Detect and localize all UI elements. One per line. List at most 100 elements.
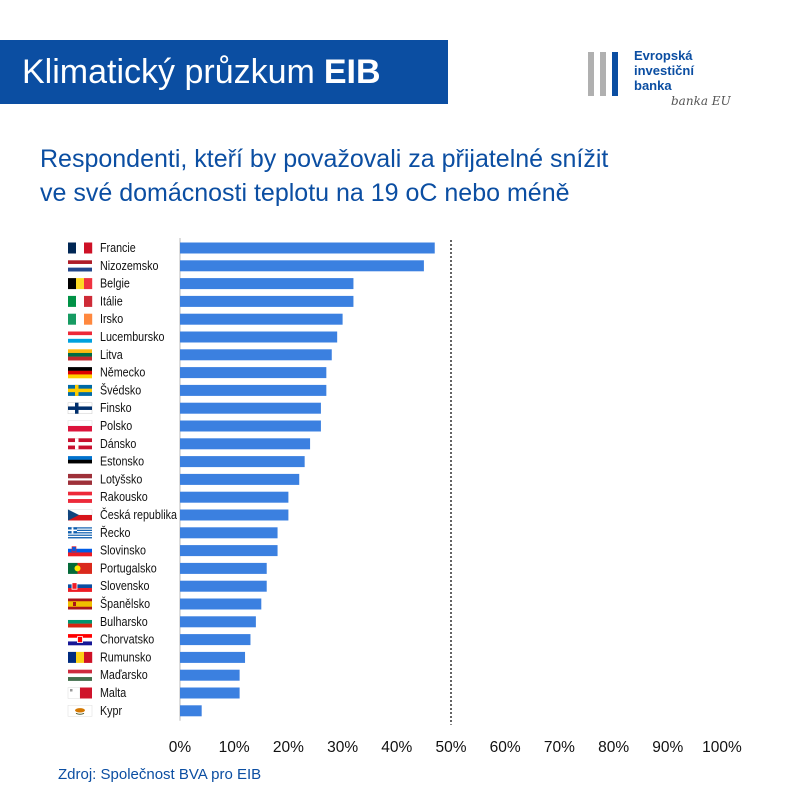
category-label-finsko: Finsko: [100, 401, 132, 415]
category-label-nizozemsko: Nizozemsko: [100, 259, 158, 273]
bar-litva: [180, 349, 332, 361]
bar-italie: [180, 295, 354, 307]
category-label-chorvatsko: Chorvatsko: [100, 633, 154, 647]
flag-ee-icon: [68, 456, 92, 468]
logo-line-3: banka: [634, 78, 672, 93]
flag-at-icon: [68, 491, 92, 503]
bar-rakousko: [180, 491, 289, 503]
logo-signature: banka EU: [671, 94, 731, 108]
category-label-estonsko: Estonsko: [100, 455, 144, 469]
category-label-polsko: Polsko: [100, 419, 132, 433]
source-note: Zdroj: Společnost BVA pro EIB: [58, 766, 262, 783]
flag-pl-icon: [67, 420, 93, 432]
category-label-lucembursko: Lucembursko: [100, 330, 164, 344]
flag-si-icon: [68, 545, 92, 557]
flag-it-icon: [68, 295, 93, 307]
title-banner: Klimatický průzkum EIB: [0, 40, 448, 104]
category-label-italie: Itálie: [100, 295, 123, 309]
category-label-lotyssko: Lotyšsko: [100, 473, 142, 487]
category-label-bulharsko: Bulharsko: [100, 615, 148, 629]
bar-chart: Francie Nizozemsko Belgie Itálie Irsko Lucemb…: [67, 238, 742, 756]
flag-ie-icon: [68, 313, 93, 325]
eib-logo-name: Evropská investiční banka: [634, 48, 694, 93]
category-label-kypr: Kypr: [100, 704, 122, 718]
bar-bulharsko: [180, 616, 256, 628]
bar-francie: [180, 242, 435, 254]
category-label-litva: Litva: [100, 348, 123, 362]
title-bold-text: EIB: [323, 52, 381, 91]
category-label-slovensko: Slovensko: [100, 579, 150, 593]
bar-svedsko: [180, 384, 327, 396]
x-tick-label: 10%: [219, 739, 250, 756]
category-label-francie: Francie: [100, 241, 136, 255]
bar-rumunsko: [180, 651, 246, 663]
flag-cz-icon: [67, 509, 93, 521]
x-tick-label: 60%: [490, 739, 521, 756]
category-label-rakousko: Rakousko: [100, 490, 148, 504]
x-tick-label: 50%: [435, 739, 466, 756]
chart-subtitle: Respondenti, kteří by považovali za přij…: [40, 142, 780, 210]
bar-dansko: [180, 438, 311, 450]
category-label-malta: Malta: [100, 686, 127, 700]
x-tick-label: 30%: [327, 739, 358, 756]
x-tick-label: 80%: [598, 739, 629, 756]
flag-de-icon: [68, 367, 92, 379]
bar-portugalsko: [180, 562, 267, 574]
bar-estonsko: [180, 456, 305, 468]
logo-line-2: investiční: [634, 63, 694, 78]
flag-be-icon: [68, 278, 93, 290]
x-tick-label: 70%: [544, 739, 575, 756]
x-tick-label: 40%: [381, 739, 412, 756]
flag-dk-icon: [68, 438, 92, 450]
category-label-belgie: Belgie: [100, 277, 130, 291]
bar-nemecko: [180, 367, 327, 379]
bar-malta: [180, 687, 240, 699]
x-tick-label: 100%: [702, 739, 742, 756]
title-text: Klimatický průzkum: [22, 52, 315, 91]
category-label-portugalsko: Portugalsko: [100, 562, 157, 576]
subtitle-line-2: ve své domácnosti teplotu na 19 oC nebo …: [40, 179, 570, 207]
flag-fi-icon: [67, 402, 93, 414]
bar-belgie: [180, 278, 354, 290]
category-label-slovinsko: Slovinsko: [100, 544, 146, 558]
bar-finsko: [180, 402, 321, 414]
x-tick-label: 90%: [652, 739, 683, 756]
category-label-rumunsko: Rumunsko: [100, 651, 151, 665]
category-label-dansko: Dánsko: [100, 437, 136, 451]
flag-lu-icon: [68, 331, 92, 343]
bar-lucembursko: [180, 331, 338, 343]
x-tick-label: 0%: [169, 739, 192, 756]
flag-fr-icon: [68, 242, 93, 254]
eib-logo: Evropská investiční banka banka EU: [588, 46, 738, 118]
flag-pt-icon: [68, 562, 92, 574]
flag-bg-icon: [68, 616, 92, 628]
flag-es-icon: [68, 598, 92, 610]
category-label-svedsko: Švédsko: [100, 384, 141, 398]
flag-gr-icon: [68, 527, 92, 539]
category-label-recko: Řecko: [100, 526, 130, 540]
bar-spanelsko: [180, 598, 262, 610]
subtitle-line-1: Respondenti, kteří by považovali za přij…: [40, 145, 609, 173]
bar-kypr: [180, 705, 202, 717]
flag-mt-icon: [67, 687, 92, 699]
bar-ceska-republika: [180, 509, 289, 521]
bar-lotyssko: [180, 473, 300, 485]
category-label-spanelsko: Španělsko: [100, 597, 150, 611]
bar-chorvatsko: [180, 634, 251, 646]
bar-polsko: [180, 420, 321, 432]
logo-line-1: Evropská: [634, 48, 693, 63]
flag-se-icon: [68, 384, 92, 396]
bar-nizozemsko: [180, 260, 424, 272]
eib-logo-bars-icon: [588, 52, 618, 96]
category-label-irsko: Irsko: [100, 312, 123, 326]
flag-lv-icon: [68, 473, 92, 485]
x-tick-label: 20%: [273, 739, 304, 756]
category-label-madarsko: Maďarsko: [100, 668, 148, 682]
bar-slovinsko: [180, 545, 278, 557]
flag-cy-icon: [67, 705, 93, 717]
flag-lt-icon: [68, 349, 92, 361]
bar-recko: [180, 527, 278, 539]
category-label-ceska-republika: Česká republika: [100, 508, 177, 522]
flag-sk-icon: [68, 580, 92, 592]
bar-madarsko: [180, 669, 240, 681]
